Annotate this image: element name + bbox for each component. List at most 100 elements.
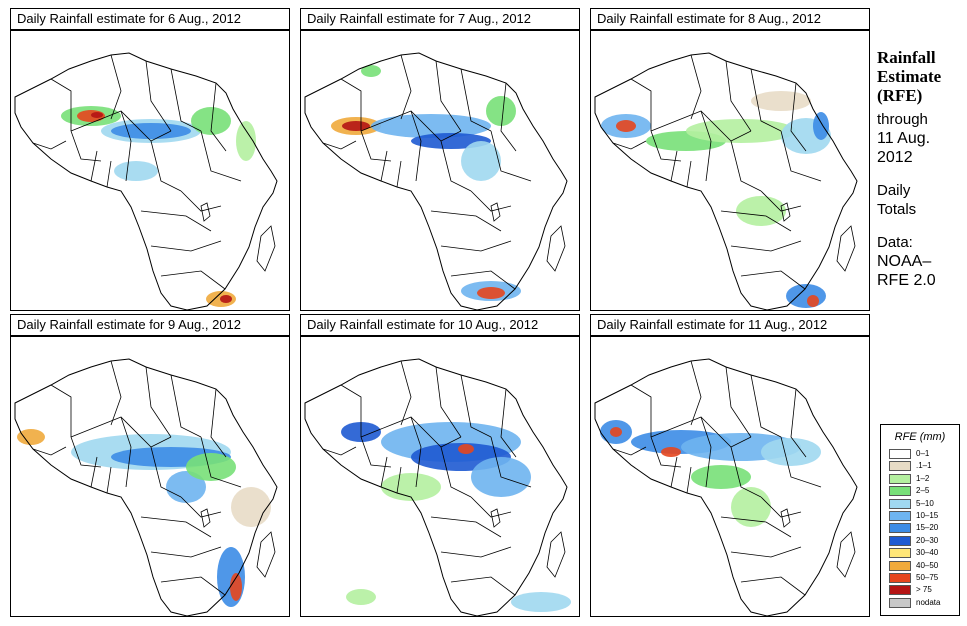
- country-border: [180, 190, 222, 212]
- rainfall-area: [813, 112, 829, 140]
- country-border: [340, 78, 362, 131]
- country-border: [125, 446, 132, 488]
- rainfall-area: [231, 487, 271, 527]
- country-border: [612, 140, 647, 150]
- madagascar-outline: [836, 225, 856, 272]
- rainfall-area: [731, 487, 771, 527]
- country-border: [725, 60, 752, 132]
- country-border: [730, 140, 762, 192]
- panel-title-bar: Daily Rainfall estimate for 9 Aug., 2012: [10, 314, 290, 336]
- legend-title: RFE (mm): [894, 431, 946, 443]
- rainfall-area: [191, 107, 231, 135]
- rainfall-area: [166, 471, 206, 503]
- country-border: [705, 140, 712, 182]
- africa-rainfall-map: [590, 336, 870, 617]
- country-border: [170, 68, 202, 132]
- legend-swatch: [889, 473, 911, 484]
- legend-swatch: [889, 597, 911, 608]
- country-border: [70, 110, 132, 142]
- legend-item: 5–10: [889, 498, 957, 510]
- data-label: Data:: [877, 234, 913, 251]
- panel-title: Daily Rainfall estimate for 8 Aug., 2012: [597, 11, 822, 26]
- country-border: [150, 140, 182, 192]
- rainfall-area: [346, 589, 376, 605]
- coastline: [594, 358, 858, 616]
- country-border: [90, 150, 98, 182]
- sidebar-info: Rainfall Estimate (RFE) through 11 Aug. …: [877, 48, 967, 290]
- legend-label: 10–15: [916, 511, 939, 520]
- legend-swatch: [889, 573, 911, 583]
- legend-label: 40–50: [916, 560, 939, 570]
- country-border: [780, 436, 822, 488]
- country-border: [690, 54, 702, 120]
- panel-title-bar: Daily Rainfall estimate for 8 Aug., 2012: [590, 8, 870, 30]
- rainfall-area: [361, 65, 381, 77]
- rainfall-area: [342, 121, 370, 131]
- legend-swatch: [889, 535, 911, 546]
- coastline: [14, 358, 278, 616]
- country-border: [500, 82, 517, 152]
- country-border: [470, 496, 512, 518]
- map-panel-aug-7: Daily Rainfall estimate for 7 Aug., 2012: [300, 8, 580, 311]
- legend-swatch: [889, 511, 911, 521]
- panel-title: Daily Rainfall estimate for 7 Aug., 2012: [307, 11, 532, 26]
- country-border: [150, 446, 182, 498]
- legend-label: 0–1: [916, 449, 930, 458]
- map-svg: [304, 358, 571, 616]
- legend-swatch: [889, 585, 911, 596]
- rainfall-area: [751, 91, 811, 111]
- coastline: [594, 52, 858, 310]
- country-border: [322, 446, 357, 456]
- country-border: [160, 270, 226, 290]
- legend-item: 20–30: [889, 535, 957, 547]
- country-border: [50, 78, 72, 131]
- lake-outline: [200, 202, 211, 222]
- legend-item: 1–2: [889, 473, 957, 485]
- country-border: [360, 110, 422, 142]
- legend-label: > 75: [916, 585, 932, 595]
- legend-item: 10–15: [889, 511, 957, 522]
- legend-item: 40–50: [889, 560, 957, 572]
- country-border: [32, 446, 67, 456]
- rfe-legend: RFE (mm) 0–1 .1–1 1–2 2–5 5–10 10–15 15–20 20–3…: [880, 424, 960, 616]
- country-border: [380, 150, 388, 182]
- panel-title: Daily Rainfall estimate for 10 Aug., 201…: [307, 317, 539, 332]
- country-border: [650, 110, 712, 142]
- legend-swatch: [889, 560, 911, 571]
- legend-item: 0–1: [889, 449, 957, 460]
- through-label: through: [877, 111, 928, 128]
- country-border: [760, 190, 802, 212]
- country-border: [360, 416, 422, 448]
- panel-title: Daily Rainfall estimate for 9 Aug., 2012: [17, 317, 242, 332]
- africa-rainfall-map: [300, 336, 580, 617]
- country-border: [670, 456, 678, 488]
- country-border: [32, 140, 67, 150]
- country-border: [720, 516, 792, 538]
- country-border: [430, 210, 502, 232]
- rainfall-area: [458, 444, 474, 454]
- rainfall-area: [230, 573, 242, 601]
- country-border: [322, 140, 357, 150]
- lake-outline: [200, 508, 211, 528]
- country-border: [435, 366, 462, 438]
- country-border: [400, 54, 412, 120]
- legend-item: .1–1: [889, 461, 957, 472]
- country-border: [650, 436, 682, 468]
- rainfall-area: [761, 438, 821, 466]
- rainfall-area: [661, 447, 681, 457]
- lake-outline: [780, 202, 791, 222]
- country-border: [400, 360, 412, 426]
- country-border: [435, 60, 462, 132]
- country-border: [730, 446, 762, 498]
- country-border: [340, 384, 362, 437]
- country-border: [705, 446, 712, 488]
- country-border: [440, 546, 512, 558]
- country-border: [686, 466, 692, 494]
- madagascar-outline: [836, 531, 856, 578]
- legend-label: 2–5: [916, 486, 930, 496]
- panel-title-bar: Daily Rainfall estimate for 6 Aug., 2012: [10, 8, 290, 30]
- country-border: [750, 374, 782, 438]
- panel-title: Daily Rainfall estimate for 11 Aug., 201…: [597, 317, 828, 332]
- legend-label: .1–1: [916, 461, 932, 471]
- legend-item: 50–75: [889, 573, 957, 584]
